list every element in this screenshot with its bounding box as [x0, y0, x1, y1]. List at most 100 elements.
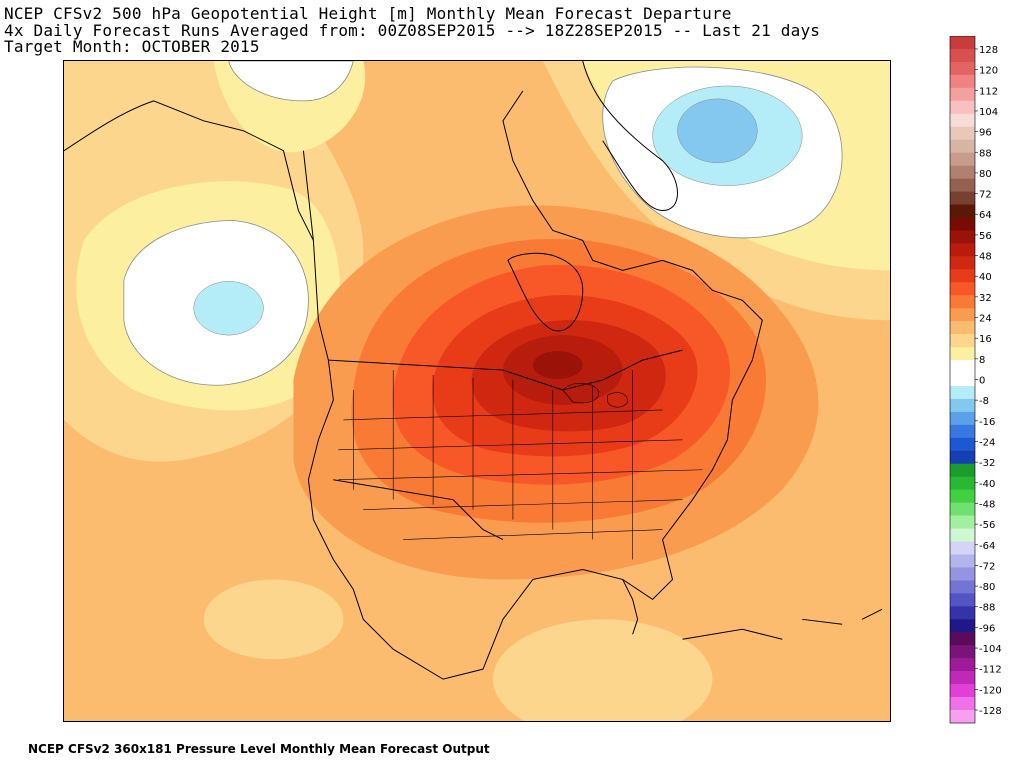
colorbar-label: 24	[979, 314, 992, 325]
state-lines	[338, 370, 703, 560]
colorbar-swatch	[950, 658, 975, 672]
colorbar-label: -104	[979, 644, 1002, 655]
colorbar-swatch	[950, 87, 975, 102]
colorbar-swatch	[950, 113, 975, 128]
colorbar-label: -112	[979, 665, 1002, 676]
colorbar-label: -16	[979, 417, 995, 428]
colorbar-label: 96	[979, 128, 992, 139]
colorbar-swatch	[950, 632, 975, 646]
colorbar-swatch	[950, 256, 975, 270]
colorbar-swatch	[950, 191, 975, 205]
colorbar-swatch	[950, 61, 975, 76]
colorbar-label: -96	[979, 623, 995, 634]
colorbar-swatch	[950, 515, 975, 529]
colorbar-legend: 128120112104968880726456484032241680-8-1…	[949, 36, 1002, 724]
colorbar-swatch	[950, 593, 975, 607]
colorbar-swatch	[950, 178, 975, 192]
colorbar-label: 112	[979, 86, 998, 97]
colorbar-label: -32	[979, 458, 995, 469]
title-line-3: Target Month: OCTOBER 2015	[4, 37, 260, 56]
colorbar-swatch	[950, 541, 975, 555]
anomaly-map	[63, 60, 891, 722]
colorbar-swatch	[950, 100, 975, 115]
anomaly-neg-arctic-0	[228, 61, 354, 102]
colorbar-swatch	[950, 697, 975, 711]
colorbar-swatch	[950, 684, 975, 698]
colorbar-label: -64	[979, 541, 995, 552]
colorbar-swatch	[950, 74, 975, 89]
colorbar-swatch	[950, 204, 975, 218]
anomaly-patch-gulf	[492, 619, 713, 721]
colorbar-swatch	[950, 152, 975, 166]
anomaly-neg-pacific-8	[193, 281, 264, 336]
colorbar-label: -128	[979, 706, 1002, 717]
colorbar-swatch	[950, 385, 975, 400]
colorbar-swatch	[950, 489, 975, 503]
colorbar-label: 64	[979, 210, 992, 221]
colorbar-label: -120	[979, 685, 1002, 696]
colorbar-swatch	[950, 398, 975, 413]
colorbar-label: -56	[979, 520, 995, 531]
footer-caption: NCEP CFSv2 360x181 Pressure Level Monthl…	[28, 742, 490, 756]
border-us-mexico	[333, 479, 504, 540]
anomaly-core	[532, 351, 583, 380]
colorbar-swatch	[950, 476, 975, 490]
title-line-2: 4x Daily Forecast Runs Averaged from: 00…	[4, 21, 821, 40]
colorbar-swatch	[950, 645, 975, 659]
colorbar-swatch	[950, 606, 975, 620]
colorbar-swatch	[950, 360, 975, 374]
colorbar-label: 56	[979, 231, 992, 242]
colorbar-label: -80	[979, 582, 995, 593]
colorbar-swatch	[950, 243, 975, 257]
colorbar-label: 32	[979, 293, 992, 304]
colorbar-swatch	[950, 230, 975, 244]
colorbar-swatch	[950, 347, 975, 361]
colorbar-swatch	[950, 269, 975, 283]
coastline-north-america	[64, 90, 763, 680]
anomaly-patch-mexico	[203, 579, 344, 660]
colorbar-swatch	[950, 48, 975, 63]
colorbar-label: 8	[979, 355, 985, 366]
colorbar-label: 72	[979, 190, 992, 201]
colorbar-swatch	[950, 554, 975, 568]
colorbar-label: -88	[979, 603, 995, 614]
colorbar-swatch	[950, 567, 975, 581]
colorbar-swatch	[950, 139, 975, 153]
colorbar-label: 88	[979, 148, 992, 159]
colorbar-swatch	[950, 463, 975, 478]
colorbar-label: 104	[979, 107, 998, 118]
colorbar-label: -24	[979, 437, 995, 448]
colorbar-swatch	[950, 126, 975, 140]
colorbar-label: 16	[979, 334, 992, 345]
colorbar-swatch	[950, 308, 975, 322]
colorbar-label: -8	[979, 396, 989, 407]
great-lakes	[562, 382, 628, 408]
colorbar-swatch	[950, 437, 975, 452]
colorbar-swatch	[950, 671, 975, 685]
colorbar-label: -72	[979, 561, 995, 572]
colorbar-label: -40	[979, 479, 995, 490]
colorbar-swatch	[950, 334, 975, 348]
coastline-caribbean	[682, 608, 883, 640]
colorbar-swatch	[950, 619, 975, 633]
colorbar-swatch	[950, 295, 975, 309]
colorbar-swatch	[950, 321, 975, 335]
colorbar-label: 48	[979, 252, 992, 263]
colorbar-swatch	[950, 528, 975, 542]
coastline-greenland	[582, 61, 678, 212]
colorbar-label: 120	[979, 66, 998, 77]
colorbar-label: 128	[979, 45, 998, 56]
title-line-1: NCEP CFSv2 500 hPa Geopotential Height […	[4, 4, 732, 23]
colorbar-swatch	[950, 373, 975, 387]
colorbar-swatch	[950, 282, 975, 296]
colorbar-swatch	[950, 710, 975, 724]
colorbar-swatch	[950, 165, 975, 179]
coastline-florida	[622, 579, 639, 635]
colorbar-swatch	[950, 580, 975, 594]
colorbar-swatch	[950, 217, 975, 231]
colorbar-label: 40	[979, 272, 992, 283]
border-alaska	[302, 150, 314, 241]
colorbar-swatch	[950, 36, 975, 50]
colorbar-label: 80	[979, 169, 992, 180]
anomaly-neg-greenland-16	[677, 98, 758, 163]
